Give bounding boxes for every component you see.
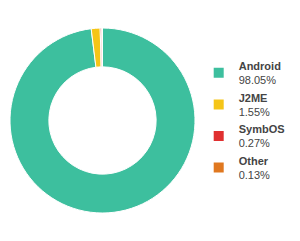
svg-text:J2ME1.55%: J2ME1.55% bbox=[239, 92, 270, 118]
svg-text:Other0.13%: Other0.13% bbox=[239, 155, 270, 181]
svg-text:Android98.05%: Android98.05% bbox=[239, 60, 281, 86]
svg-text:SymbOS0.27%: SymbOS0.27% bbox=[239, 123, 285, 149]
